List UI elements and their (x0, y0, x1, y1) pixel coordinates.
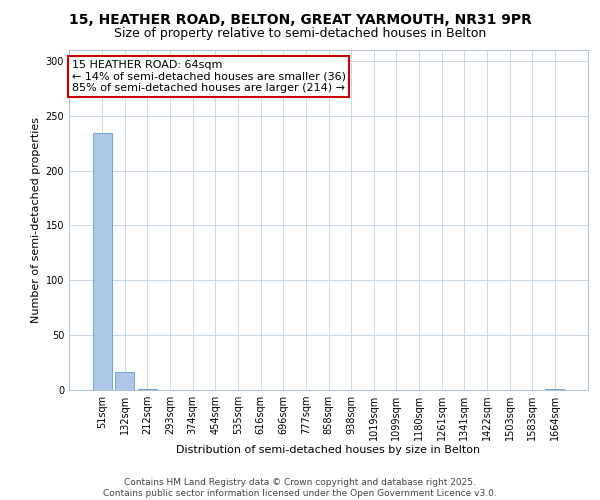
Text: Contains HM Land Registry data © Crown copyright and database right 2025.
Contai: Contains HM Land Registry data © Crown c… (103, 478, 497, 498)
Text: Size of property relative to semi-detached houses in Belton: Size of property relative to semi-detach… (114, 28, 486, 40)
Text: 15, HEATHER ROAD, BELTON, GREAT YARMOUTH, NR31 9PR: 15, HEATHER ROAD, BELTON, GREAT YARMOUTH… (68, 12, 532, 26)
Y-axis label: Number of semi-detached properties: Number of semi-detached properties (31, 117, 41, 323)
Bar (545, 389, 565, 390)
Bar (138, 389, 157, 390)
X-axis label: Distribution of semi-detached houses by size in Belton: Distribution of semi-detached houses by … (176, 444, 481, 454)
Bar (115, 372, 134, 390)
Bar (92, 134, 112, 390)
Text: 15 HEATHER ROAD: 64sqm
← 14% of semi-detached houses are smaller (36)
85% of sem: 15 HEATHER ROAD: 64sqm ← 14% of semi-det… (71, 60, 346, 94)
